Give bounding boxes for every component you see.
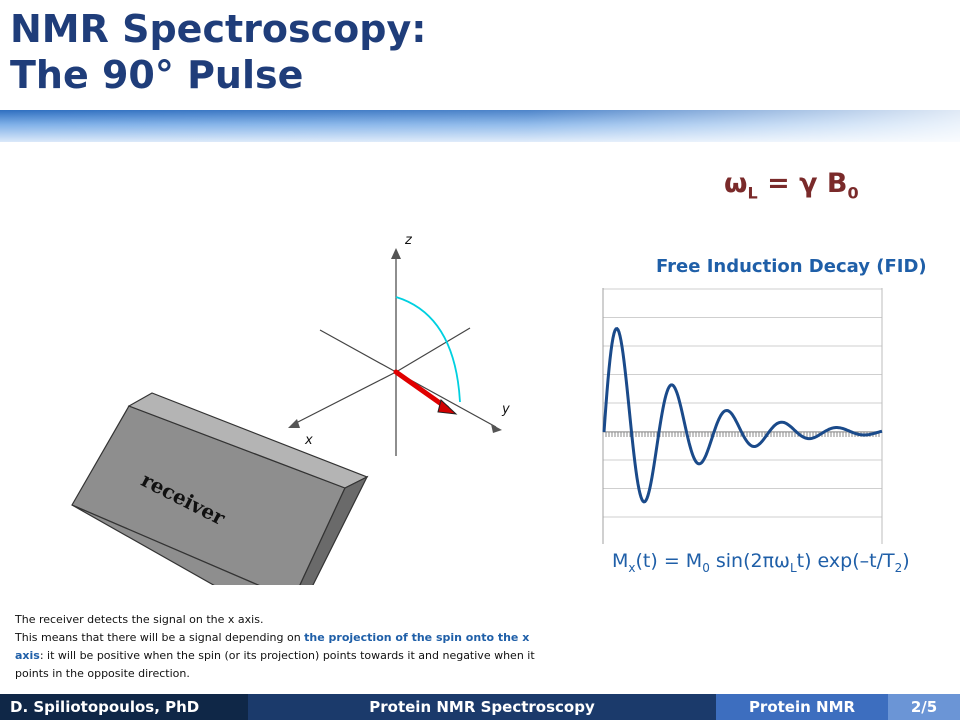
rotation-arc	[395, 296, 461, 403]
title-banner-band	[0, 110, 960, 142]
fid-grid	[603, 288, 882, 518]
caption: The receiver detects the signal on the x…	[15, 611, 555, 683]
spin-vector	[393, 369, 450, 411]
caption-highlight: the projection of the spin onto the x ax…	[15, 631, 530, 662]
footer-page-number: 2/5	[888, 694, 960, 720]
spin-vector-head	[437, 399, 458, 415]
caption-line-1: The receiver detects the signal on the x…	[15, 613, 264, 626]
slide-title: NMR Spectroscopy: The 90° Pulse	[10, 6, 426, 98]
footer-course: Protein NMR Spectroscopy	[248, 694, 716, 720]
caption-line-2: This means that there will be a signal d…	[15, 631, 535, 680]
axis-label-y: y	[501, 402, 510, 417]
axis-arrowheads	[288, 248, 502, 433]
axis-label-z: z	[404, 233, 413, 248]
fid-chart	[602, 288, 883, 544]
footer-bar: D. Spiliotopoulos, PhD Protein NMR Spect…	[0, 694, 960, 720]
vector-diagram: receiver z x y	[71, 233, 510, 585]
fid-baseline-ticks	[605, 432, 880, 437]
receiver-box	[71, 392, 369, 585]
footer-section: Protein NMR	[716, 694, 888, 720]
title-line-2: The 90° Pulse	[10, 53, 304, 97]
fid-equation: Mx(t) = M0 sin(2πωLt) exp(–t/T2)	[612, 550, 910, 575]
title-line-1: NMR Spectroscopy:	[10, 7, 427, 51]
larmor-equation: ωL = γ B0	[724, 168, 859, 203]
fid-title: Free Induction Decay (FID)	[656, 256, 927, 277]
fid-curve	[602, 326, 883, 504]
axis-label-x: x	[304, 433, 313, 448]
coordinate-axes	[293, 252, 497, 456]
footer-author: D. Spiliotopoulos, PhD	[0, 694, 248, 720]
